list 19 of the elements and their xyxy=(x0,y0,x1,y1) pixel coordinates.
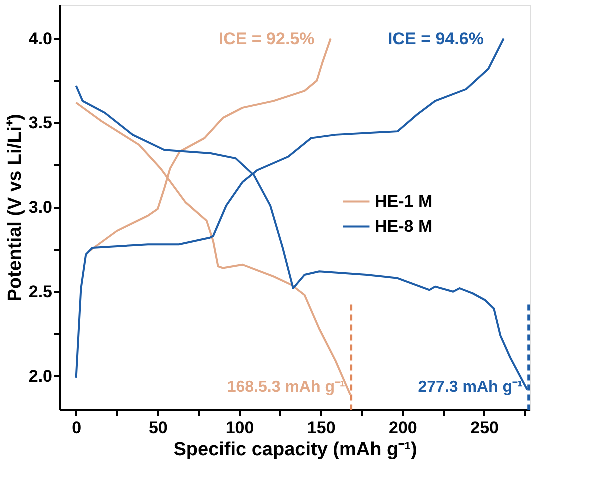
annotation: 168.5.3 mAh g⁻¹ xyxy=(227,379,346,396)
annotation: ICE = 92.5% xyxy=(218,29,315,48)
annotation: ICE = 94.6% xyxy=(388,29,484,48)
x-tick-label: 150 xyxy=(307,418,336,438)
y-tick-label: 3.5 xyxy=(28,114,52,133)
x-axis-title: Specific capacity (mAh g⁻¹) xyxy=(174,440,418,460)
y-tick-label: 3.0 xyxy=(28,198,52,217)
legend-label: HE-8 M xyxy=(375,216,433,236)
x-tick-label: 0 xyxy=(72,418,82,438)
x-tick-label: 250 xyxy=(470,418,499,438)
y-axis-title: Potential (V vs Li/Li⁺) xyxy=(4,114,26,302)
y-tick-label: 2.5 xyxy=(28,282,52,302)
x-tick-label: 50 xyxy=(148,418,168,438)
x-tick-label: 100 xyxy=(226,418,254,438)
annotation: 277.3 mAh g⁻¹ xyxy=(418,379,523,396)
x-tick-label: 200 xyxy=(389,418,418,438)
y-tick-label: 2.0 xyxy=(28,366,52,386)
legend-label: HE-1 M xyxy=(375,192,433,211)
y-tick-label: 4.0 xyxy=(28,29,52,48)
